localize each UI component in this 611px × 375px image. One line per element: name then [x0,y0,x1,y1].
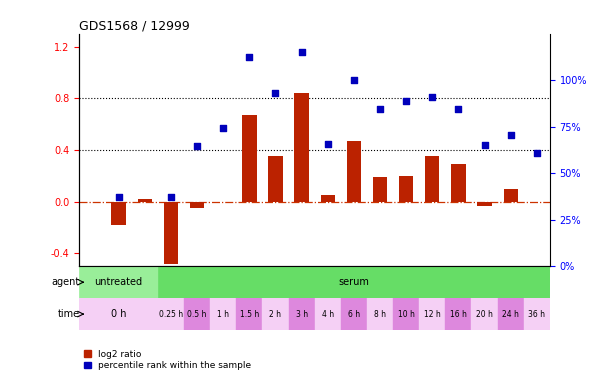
Bar [137,199,152,202]
Point [297,49,307,55]
Point [375,106,385,112]
Bar [503,189,518,202]
Text: 2 h: 2 h [269,310,282,319]
Bar [477,202,492,206]
Bar [295,93,309,202]
Bar [190,202,204,208]
Point [271,90,280,96]
Bar [315,298,341,330]
Point [244,54,254,60]
Bar [367,298,393,330]
Bar [158,298,184,330]
Bar [79,266,158,298]
Bar [262,298,288,330]
Text: untreated: untreated [95,277,143,287]
Point [192,143,202,149]
Bar [288,298,315,330]
Point [323,141,332,147]
Text: 36 h: 36 h [529,310,546,319]
Bar [111,202,126,225]
Bar [242,115,257,202]
Text: 3 h: 3 h [296,310,308,319]
Bar [210,298,236,330]
Bar [452,164,466,202]
Legend: log2 ratio, percentile rank within the sample: log2 ratio, percentile rank within the s… [84,350,252,370]
Point [428,94,437,100]
Text: 24 h: 24 h [502,310,519,319]
Bar [236,298,262,330]
Text: agent: agent [51,277,79,287]
Text: 8 h: 8 h [374,310,386,319]
Text: 10 h: 10 h [398,310,415,319]
Bar [472,298,497,330]
Bar [79,298,158,330]
Bar [268,156,283,202]
Bar [164,202,178,264]
Bar [158,266,550,298]
Bar [346,141,361,202]
Text: time: time [57,309,79,319]
Point [401,98,411,104]
Point [166,194,176,200]
Point [480,142,489,148]
Point [506,132,516,138]
Bar [497,298,524,330]
Text: 1 h: 1 h [217,310,229,319]
Bar [373,177,387,202]
Bar [425,156,439,202]
Bar [341,298,367,330]
Bar [445,298,472,330]
Point [453,106,463,112]
Text: 0.25 h: 0.25 h [159,310,183,319]
Text: 20 h: 20 h [476,310,493,319]
Text: 16 h: 16 h [450,310,467,319]
Bar [184,298,210,330]
Bar [524,298,550,330]
Text: 12 h: 12 h [424,310,441,319]
Point [114,194,123,200]
Text: 1.5 h: 1.5 h [240,310,259,319]
Bar [393,298,419,330]
Bar [419,298,445,330]
Bar [321,195,335,202]
Text: serum: serum [338,277,369,287]
Bar [399,176,413,202]
Text: 0 h: 0 h [111,309,126,319]
Text: 0.5 h: 0.5 h [188,310,207,319]
Text: 6 h: 6 h [348,310,360,319]
Point [349,77,359,83]
Point [218,125,228,131]
Text: 4 h: 4 h [321,310,334,319]
Point [532,150,542,156]
Text: GDS1568 / 12999: GDS1568 / 12999 [79,20,190,33]
